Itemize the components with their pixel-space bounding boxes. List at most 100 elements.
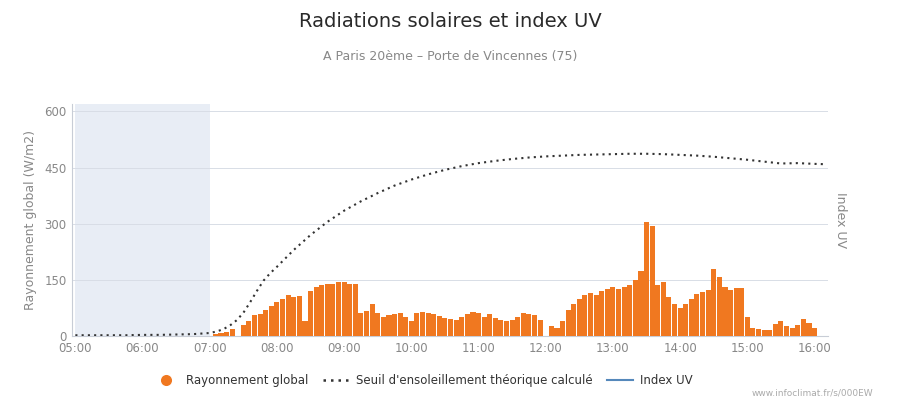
Bar — [789, 328, 795, 336]
Bar — [554, 328, 560, 336]
Bar — [565, 310, 571, 336]
Text: A Paris 20ème – Porte de Vincennes (75): A Paris 20ème – Porte de Vincennes (75) — [323, 50, 577, 63]
Bar — [464, 314, 470, 336]
Bar — [499, 320, 503, 336]
Bar — [263, 310, 268, 336]
Bar — [252, 316, 257, 336]
Bar — [610, 287, 616, 336]
Bar — [666, 297, 671, 336]
Bar — [515, 316, 520, 336]
Bar — [644, 222, 649, 336]
Y-axis label: Index UV: Index UV — [834, 192, 848, 248]
Bar — [224, 332, 230, 336]
Bar — [739, 288, 744, 336]
Bar — [420, 312, 425, 336]
Bar — [241, 325, 246, 336]
Bar — [375, 313, 381, 336]
Bar — [806, 323, 812, 336]
Bar — [459, 316, 464, 336]
Bar — [285, 295, 291, 336]
Bar — [661, 282, 666, 336]
Bar — [532, 316, 537, 336]
Bar — [796, 325, 800, 336]
Bar — [695, 294, 699, 336]
Bar — [638, 270, 644, 336]
Bar — [76, 104, 210, 336]
Bar — [454, 320, 459, 336]
Bar — [476, 313, 482, 336]
Bar — [431, 314, 436, 336]
Bar — [403, 316, 409, 336]
Bar — [734, 288, 739, 336]
Bar — [269, 306, 274, 336]
Bar — [711, 269, 716, 336]
Bar — [577, 298, 582, 336]
Bar — [398, 313, 402, 336]
Bar — [386, 316, 391, 336]
Bar — [471, 312, 475, 336]
Text: www.infoclimat.fr/s/000EW: www.infoclimat.fr/s/000EW — [752, 389, 873, 398]
Legend: Rayonnement global, Seuil d'ensoleillement théorique calculé, Index UV: Rayonnement global, Seuil d'ensoleilleme… — [148, 370, 698, 392]
Bar — [745, 317, 750, 336]
Bar — [364, 310, 369, 336]
Bar — [219, 333, 223, 336]
Bar — [347, 284, 352, 336]
Bar — [616, 289, 621, 336]
Bar — [756, 329, 761, 336]
Bar — [773, 324, 778, 336]
Bar — [297, 296, 302, 336]
Bar — [801, 319, 806, 336]
Bar — [723, 287, 727, 336]
Y-axis label: Rayonnement global (W/m2): Rayonnement global (W/m2) — [24, 130, 37, 310]
Bar — [426, 313, 431, 336]
Bar — [560, 321, 565, 336]
Bar — [325, 284, 330, 336]
Bar — [537, 320, 543, 336]
Bar — [257, 314, 263, 336]
Bar — [370, 304, 374, 336]
Bar — [487, 314, 492, 336]
Bar — [672, 304, 677, 336]
Bar — [448, 319, 453, 336]
Bar — [622, 287, 626, 336]
Bar — [521, 313, 526, 336]
Bar — [778, 321, 784, 336]
Bar — [320, 286, 324, 336]
Bar — [784, 326, 789, 336]
Text: Radiations solaires et index UV: Radiations solaires et index UV — [299, 12, 601, 31]
Bar — [414, 313, 419, 336]
Bar — [655, 286, 661, 336]
Bar — [509, 320, 515, 336]
Bar — [230, 329, 235, 336]
Bar — [436, 316, 442, 336]
Bar — [409, 321, 414, 336]
Bar — [392, 314, 397, 336]
Bar — [599, 291, 604, 336]
Bar — [274, 302, 280, 336]
Bar — [761, 330, 767, 336]
Bar — [627, 286, 633, 336]
Bar — [572, 304, 576, 336]
Bar — [308, 291, 313, 336]
Bar — [526, 314, 532, 336]
Bar — [342, 282, 346, 336]
Bar — [504, 321, 509, 336]
Bar — [688, 298, 694, 336]
Bar — [716, 277, 722, 336]
Bar — [582, 295, 588, 336]
Bar — [313, 287, 319, 336]
Bar — [728, 290, 733, 336]
Bar — [358, 313, 364, 336]
Bar — [650, 226, 654, 336]
Bar — [700, 292, 705, 336]
Bar — [751, 328, 755, 336]
Bar — [594, 295, 598, 336]
Bar — [493, 318, 498, 336]
Bar — [381, 317, 386, 336]
Bar — [683, 304, 688, 336]
Bar — [588, 293, 593, 336]
Bar — [212, 334, 218, 336]
Bar — [353, 284, 358, 336]
Bar — [633, 280, 638, 336]
Bar — [443, 318, 447, 336]
